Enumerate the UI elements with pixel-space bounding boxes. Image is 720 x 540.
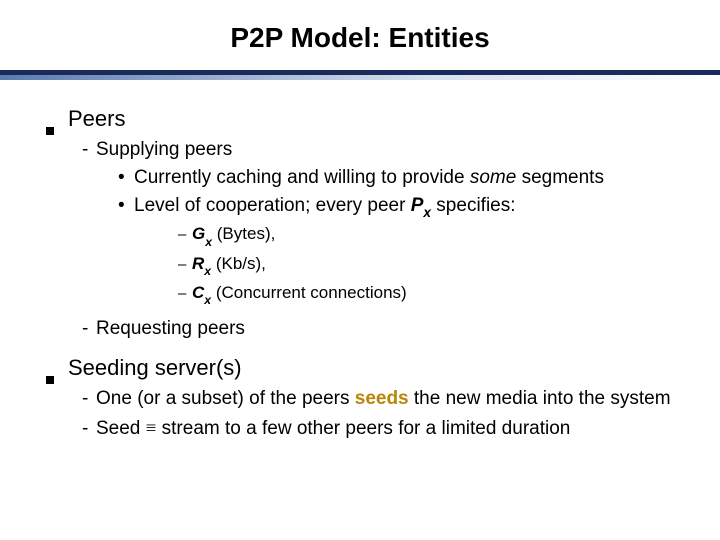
sub-supplying-label: Supplying peers (96, 138, 232, 162)
sub-seed-one: - One (or a subset) of the peers seeds t… (82, 387, 690, 411)
sub-cooperation: • Level of cooperation; every peer Px sp… (118, 194, 690, 220)
dash-icon: - (82, 389, 96, 410)
caching-text-a: Currently caching and willing to provide (134, 167, 470, 188)
seeds-keyword: seeds (355, 388, 409, 409)
sub-seed-one-text: One (or a subset) of the peers seeds the… (96, 387, 671, 411)
spec-g-text: Gx (Bytes), (192, 223, 275, 248)
sub-seed-duration-text: Seed ≡ stream to a few other peers for a… (96, 417, 570, 441)
spec-g: – Gx (Bytes), (178, 223, 690, 248)
title-area: P2P Model: Entities (0, 0, 720, 64)
square-bullet-icon (46, 376, 54, 384)
sub-cooperation-text: Level of cooperation; every peer Px spec… (134, 194, 516, 220)
caching-text-c: segments (516, 167, 604, 188)
bullet-peers-label: Peers (68, 106, 125, 132)
slide-title: P2P Model: Entities (0, 22, 720, 54)
spec-r: – Rx (Kb/s), (178, 253, 690, 278)
spec-c: – Cx (Concurrent connections) (178, 282, 690, 307)
sub-requesting-label: Requesting peers (96, 317, 245, 341)
sub-caching: • Currently caching and willing to provi… (118, 166, 690, 190)
content-area: Peers - Supplying peers • Currently cach… (0, 80, 720, 441)
spec-c-text: Cx (Concurrent connections) (192, 282, 407, 307)
dash-icon: - (82, 319, 96, 340)
caching-text-some: some (470, 167, 516, 188)
mini-dash-icon: – (178, 256, 192, 273)
mini-dash-icon: – (178, 226, 192, 243)
bullet-seeding: Seeding server(s) (46, 355, 690, 381)
bullet-peers: Peers (46, 106, 690, 132)
coop-text-c: specifies: (431, 195, 515, 216)
sub-seed-duration: - Seed ≡ stream to a few other peers for… (82, 417, 690, 441)
dash-icon: - (82, 419, 96, 440)
title-underline (0, 70, 720, 80)
dot-icon: • (118, 195, 134, 217)
square-bullet-icon (46, 127, 54, 135)
coop-symbol-p: Px (411, 195, 431, 216)
dot-icon: • (118, 167, 134, 189)
coop-text-a: Level of cooperation; every peer (134, 195, 411, 216)
sub-requesting: - Requesting peers (82, 317, 690, 341)
mini-dash-icon: – (178, 285, 192, 302)
sub-caching-text: Currently caching and willing to provide… (134, 166, 604, 190)
equiv-symbol: ≡ (146, 418, 157, 439)
sub-supplying: - Supplying peers (82, 138, 690, 162)
dash-icon: - (82, 140, 96, 161)
spec-r-text: Rx (Kb/s), (192, 253, 266, 278)
bullet-seeding-label: Seeding server(s) (68, 355, 242, 381)
